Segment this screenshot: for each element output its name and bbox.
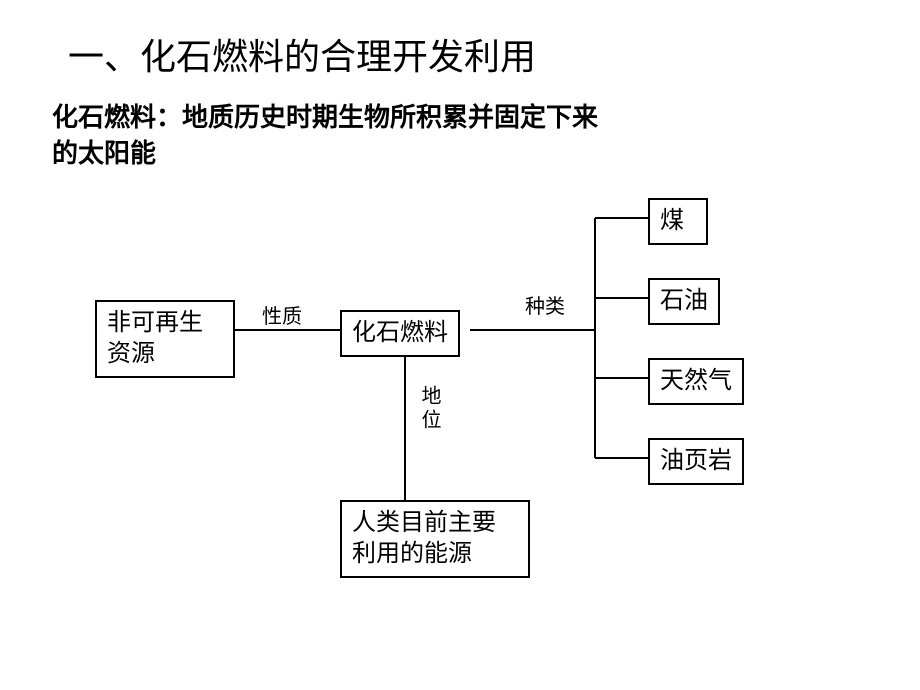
node-nonrenewable: 非可再生 资源 <box>95 300 235 378</box>
subtitle-line2: 的太阳能 <box>52 136 156 172</box>
node-main-energy-text: 人类目前主要 利用的能源 <box>352 510 496 567</box>
edge-label-nature: 性质 <box>262 300 302 329</box>
node-oil-shale: 油页岩 <box>648 438 744 485</box>
node-nonrenewable-text: 非可再生 资源 <box>107 310 203 367</box>
edge-label-type: 种类 <box>525 290 565 319</box>
page-title: 一、化石燃料的合理开发利用 <box>68 28 536 80</box>
node-coal: 煤 <box>648 198 708 245</box>
subtitle-line1: 化石燃料：地质历史时期生物所积累并固定下来 <box>52 100 598 136</box>
node-oil-shale-text: 油页岩 <box>660 448 732 474</box>
node-natural-gas-text: 天然气 <box>660 368 732 394</box>
node-main-energy: 人类目前主要 利用的能源 <box>340 500 530 578</box>
node-petroleum: 石油 <box>648 278 720 325</box>
node-coal-text: 煤 <box>660 208 684 234</box>
node-natural-gas: 天然气 <box>648 358 744 405</box>
node-fossil-fuel: 化石燃料 <box>340 310 460 357</box>
edge-label-status: 地位 <box>415 385 444 433</box>
node-petroleum-text: 石油 <box>660 288 708 314</box>
node-fossil-fuel-text: 化石燃料 <box>352 320 448 346</box>
